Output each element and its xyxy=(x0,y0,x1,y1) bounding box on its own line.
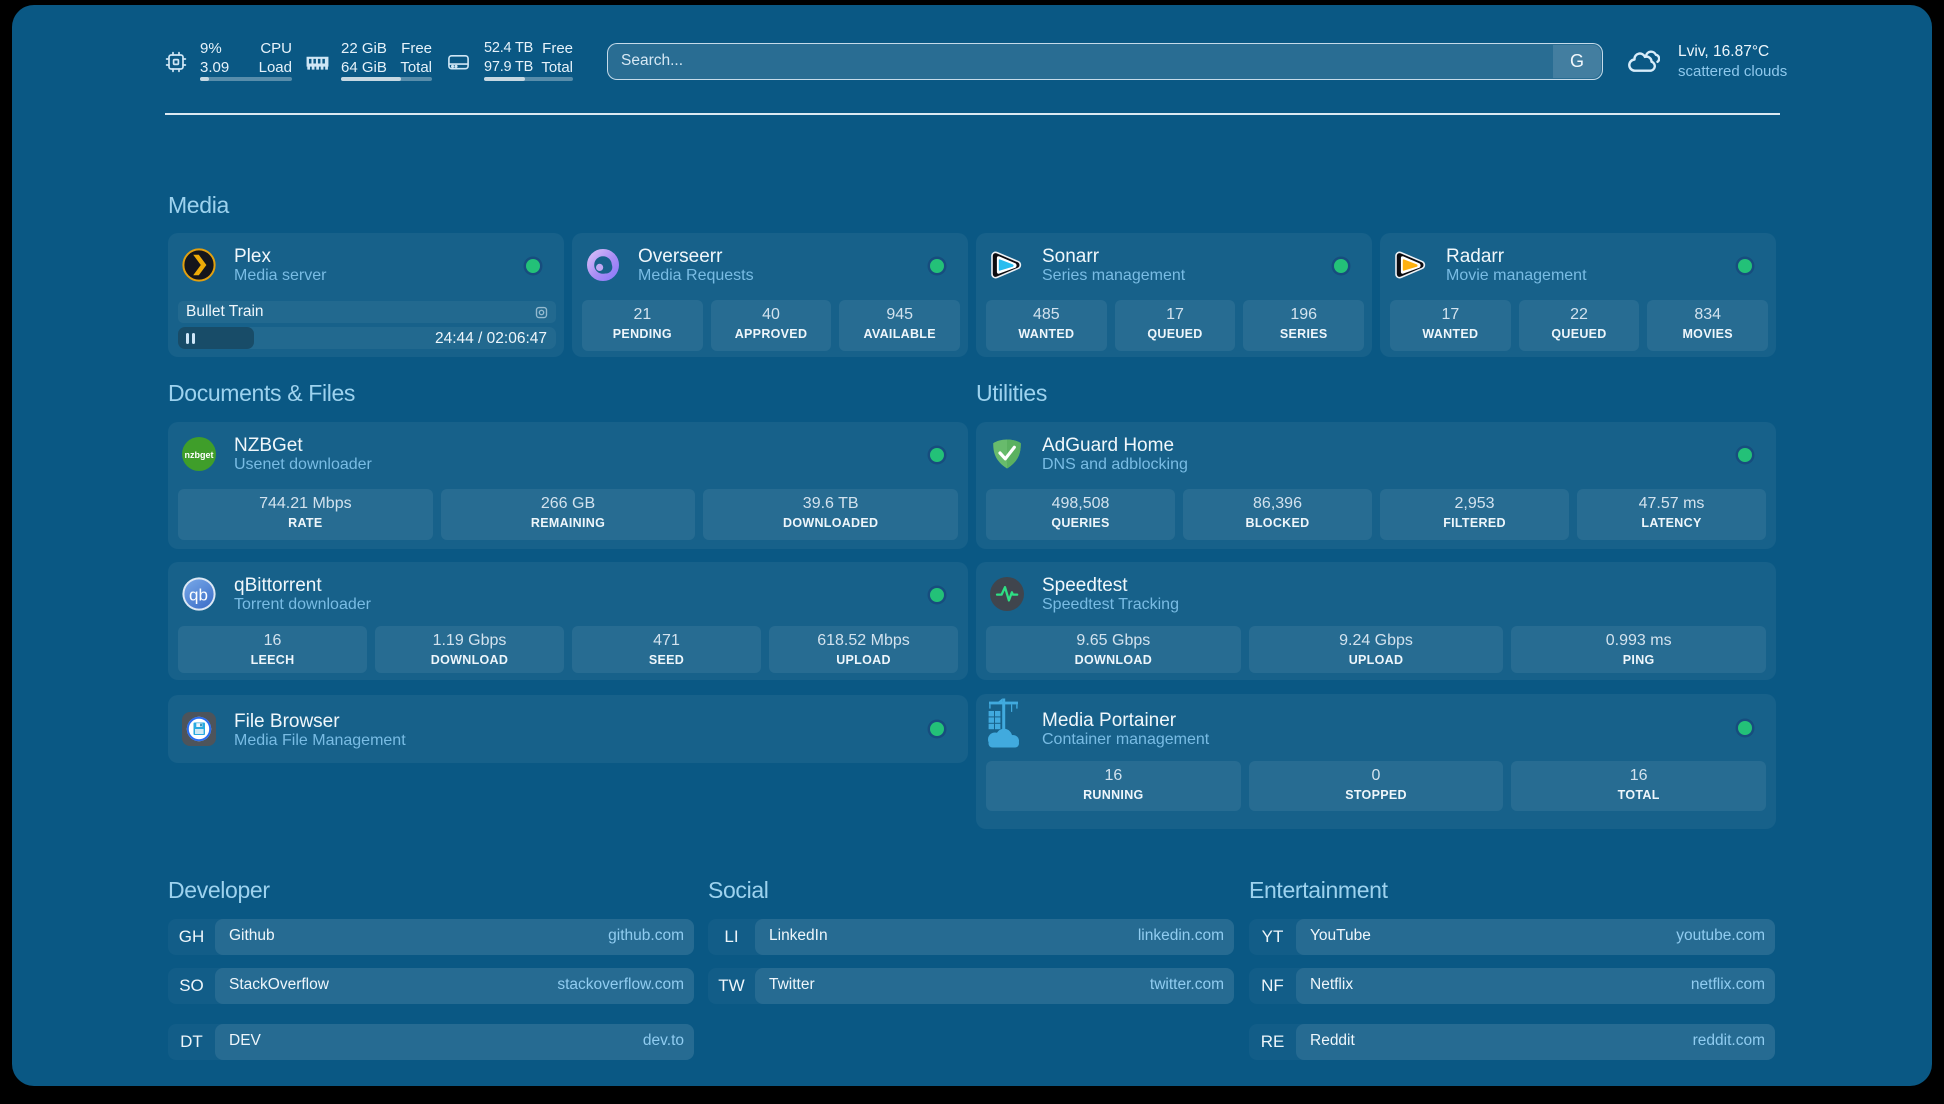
svg-text:qb: qb xyxy=(189,586,208,605)
svg-text:nzbget: nzbget xyxy=(185,450,214,460)
